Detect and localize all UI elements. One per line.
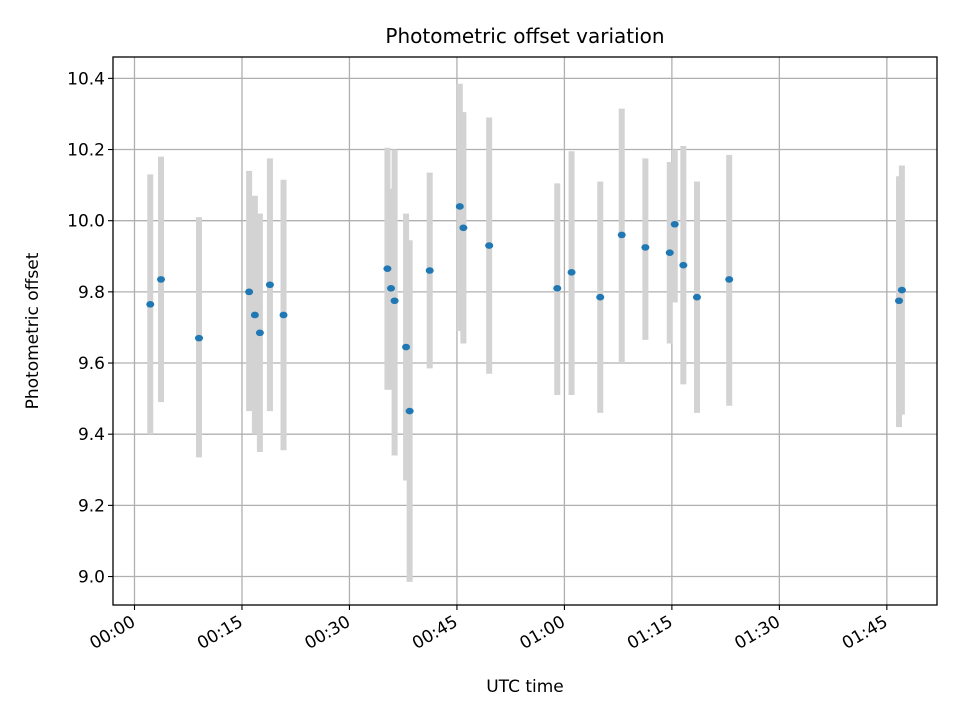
data-point bbox=[596, 293, 605, 301]
data-point bbox=[146, 301, 155, 308]
data-point bbox=[250, 311, 259, 319]
data-point bbox=[245, 288, 254, 296]
y-axis-label: Photometric offset bbox=[23, 252, 43, 409]
data-point bbox=[641, 244, 650, 251]
data-point bbox=[567, 268, 576, 276]
y-tick-label: 10.2 bbox=[67, 141, 105, 161]
data-point bbox=[383, 265, 392, 273]
y-tick-label: 9.0 bbox=[78, 568, 105, 588]
y-tick-label: 9.2 bbox=[78, 496, 105, 516]
data-point bbox=[617, 231, 626, 239]
y-tick-label: 10.4 bbox=[67, 69, 105, 89]
data-point bbox=[455, 203, 464, 210]
data-point bbox=[679, 261, 688, 269]
data-point bbox=[194, 334, 203, 342]
y-tick-label: 9.4 bbox=[78, 425, 105, 445]
data-point bbox=[895, 297, 904, 305]
data-point bbox=[459, 224, 468, 232]
data-point bbox=[485, 242, 494, 249]
data-points bbox=[146, 203, 906, 415]
data-point bbox=[405, 407, 414, 415]
data-point bbox=[692, 293, 701, 301]
y-tick-label: 10.0 bbox=[67, 212, 105, 232]
data-point bbox=[670, 220, 679, 228]
data-point bbox=[402, 343, 411, 351]
data-point bbox=[725, 276, 734, 283]
data-point bbox=[255, 329, 264, 337]
data-point bbox=[387, 284, 396, 292]
chart-title: Photometric offset variation bbox=[385, 24, 664, 48]
data-point bbox=[265, 281, 274, 289]
data-point bbox=[425, 267, 434, 274]
data-point bbox=[553, 284, 562, 292]
y-axis-ticks: 9.0 9.2 9.4 9.6 9.8 10.0 10.2 10.4 bbox=[67, 69, 113, 588]
y-tick-label: 9.6 bbox=[78, 354, 105, 374]
data-point bbox=[279, 311, 288, 319]
data-point bbox=[897, 286, 906, 294]
plot-frame bbox=[112, 56, 938, 606]
data-point bbox=[390, 297, 399, 305]
y-tick-label: 9.8 bbox=[78, 283, 105, 303]
data-point bbox=[665, 249, 674, 257]
x-axis-label: UTC time bbox=[486, 677, 564, 697]
data-point bbox=[157, 276, 166, 283]
